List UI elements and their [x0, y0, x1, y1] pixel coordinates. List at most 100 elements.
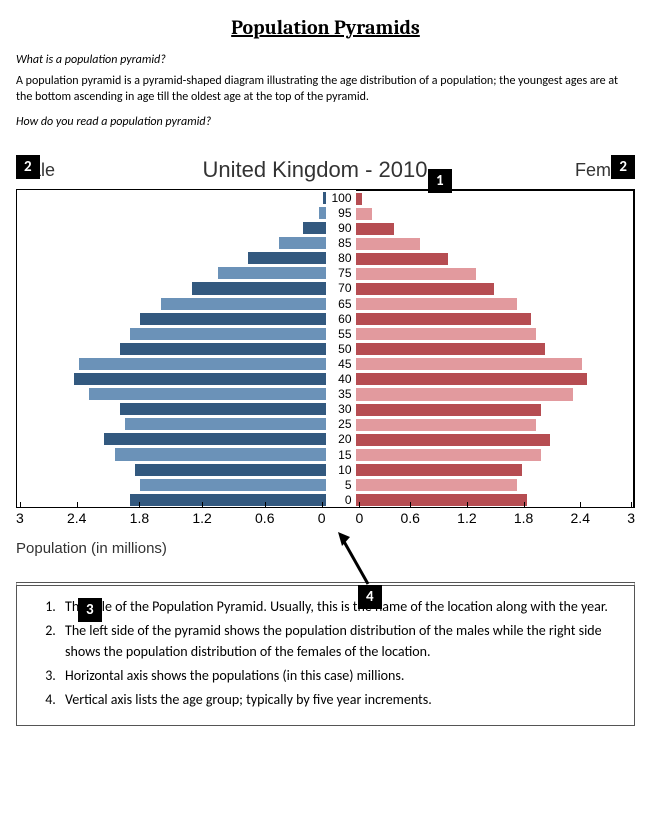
male-bar — [248, 252, 325, 264]
female-bar-row — [356, 372, 634, 387]
male-bar-row — [17, 251, 326, 266]
callout-4: 4 — [358, 585, 382, 609]
x-axis: 32.41.81.20.60 00.61.21.82.43 — [16, 510, 635, 526]
female-bar-row — [356, 282, 634, 297]
female-bar-row — [356, 432, 634, 447]
male-bar — [120, 343, 326, 355]
male-bar — [89, 388, 326, 400]
female-bar-row — [356, 252, 634, 267]
male-bar-row — [17, 387, 326, 402]
legend-list: The title of the Population Pyramid. Usu… — [31, 596, 620, 710]
male-bar-row — [17, 402, 326, 417]
female-bar — [356, 193, 362, 205]
female-bar — [356, 373, 587, 385]
female-bar — [356, 208, 373, 220]
male-bar-row — [17, 281, 326, 296]
age-label: 50 — [326, 341, 356, 356]
age-label: 45 — [326, 356, 356, 371]
x-tick: 2.4 — [571, 510, 590, 526]
age-axis: 1009590858075706560555045403530252015105… — [326, 190, 356, 507]
male-bar-row — [17, 296, 326, 311]
female-bar — [356, 238, 421, 250]
chart-title: United Kingdom - 2010 — [202, 157, 427, 183]
age-label: 75 — [326, 266, 356, 281]
x-tick: 1.2 — [192, 510, 211, 526]
age-label: 20 — [326, 432, 356, 447]
male-bar-row — [17, 356, 326, 371]
male-bar — [140, 479, 325, 491]
callout-3: 3 — [78, 598, 102, 622]
female-bar — [356, 404, 541, 416]
legend-item: The title of the Population Pyramid. Usu… — [59, 596, 620, 617]
female-bar — [356, 313, 532, 325]
male-bar-row — [17, 236, 326, 251]
male-bar-row — [17, 341, 326, 356]
x-tick: 3 — [16, 510, 24, 526]
age-label: 85 — [326, 236, 356, 251]
male-bar-row — [17, 326, 326, 341]
male-side — [17, 189, 326, 507]
female-bar — [356, 358, 583, 370]
female-bar — [356, 479, 518, 491]
female-bar-row — [356, 312, 634, 327]
female-bar — [356, 434, 550, 446]
male-bar-row — [17, 477, 326, 492]
female-bar-row — [356, 327, 634, 342]
female-bar — [356, 449, 541, 461]
male-bar-row — [17, 492, 326, 507]
callout-2-left: 2 — [16, 155, 40, 179]
male-bar-row — [17, 221, 326, 236]
page-title: Population Pyramids — [16, 16, 635, 39]
age-label: 90 — [326, 221, 356, 236]
female-bar — [356, 268, 476, 280]
female-bar-row — [356, 237, 634, 252]
male-bar — [130, 494, 325, 506]
age-label: 10 — [326, 462, 356, 477]
male-bar — [130, 328, 325, 340]
male-bar-row — [17, 417, 326, 432]
age-label: 70 — [326, 281, 356, 296]
female-bar — [356, 388, 573, 400]
pyramid-box: 1009590858075706560555045403530252015105… — [16, 189, 635, 508]
legend-item: The left side of the pyramid shows the p… — [59, 620, 620, 662]
male-bar — [74, 373, 326, 385]
x-tick: 3 — [627, 510, 635, 526]
x-tick: 1.8 — [130, 510, 149, 526]
age-label: 30 — [326, 402, 356, 417]
female-bar-row — [356, 387, 634, 402]
x-tick: 1.8 — [514, 510, 533, 526]
female-bar-row — [356, 221, 634, 236]
female-bar-row — [356, 477, 634, 492]
age-label: 25 — [326, 417, 356, 432]
female-bar-row — [356, 342, 634, 357]
male-bar-row — [17, 447, 326, 462]
female-bar-row — [356, 206, 634, 221]
male-bar-row — [17, 205, 326, 220]
age-label: 60 — [326, 311, 356, 326]
male-bar-row — [17, 266, 326, 281]
age-label: 80 — [326, 251, 356, 266]
male-bar-row — [17, 462, 326, 477]
female-bar-row — [356, 447, 634, 462]
x-tick: 0 — [356, 510, 364, 526]
male-bar-row — [17, 190, 326, 205]
male-bar-row — [17, 311, 326, 326]
x-tick: 2.4 — [67, 510, 86, 526]
age-label: 15 — [326, 447, 356, 462]
female-bar — [356, 253, 449, 265]
legend-item: Vertical axis lists the age group; typic… — [59, 689, 620, 710]
x-tick: 0.6 — [401, 510, 420, 526]
age-label: 40 — [326, 372, 356, 387]
callout-2-right: 2 — [611, 155, 635, 179]
female-bar-row — [356, 462, 634, 477]
chart-container: 2 2 1 Male United Kingdom - 2010 Female … — [16, 157, 635, 557]
x-tick: 0 — [318, 510, 326, 526]
male-bar — [104, 433, 325, 445]
axis-label: Population (in millions) — [16, 540, 635, 557]
age-label: 55 — [326, 326, 356, 341]
question-1: What is a population pyramid? — [16, 53, 635, 67]
female-bar-row — [356, 191, 634, 206]
male-bar — [192, 282, 326, 294]
male-bar — [218, 267, 326, 279]
female-bar-row — [356, 357, 634, 372]
